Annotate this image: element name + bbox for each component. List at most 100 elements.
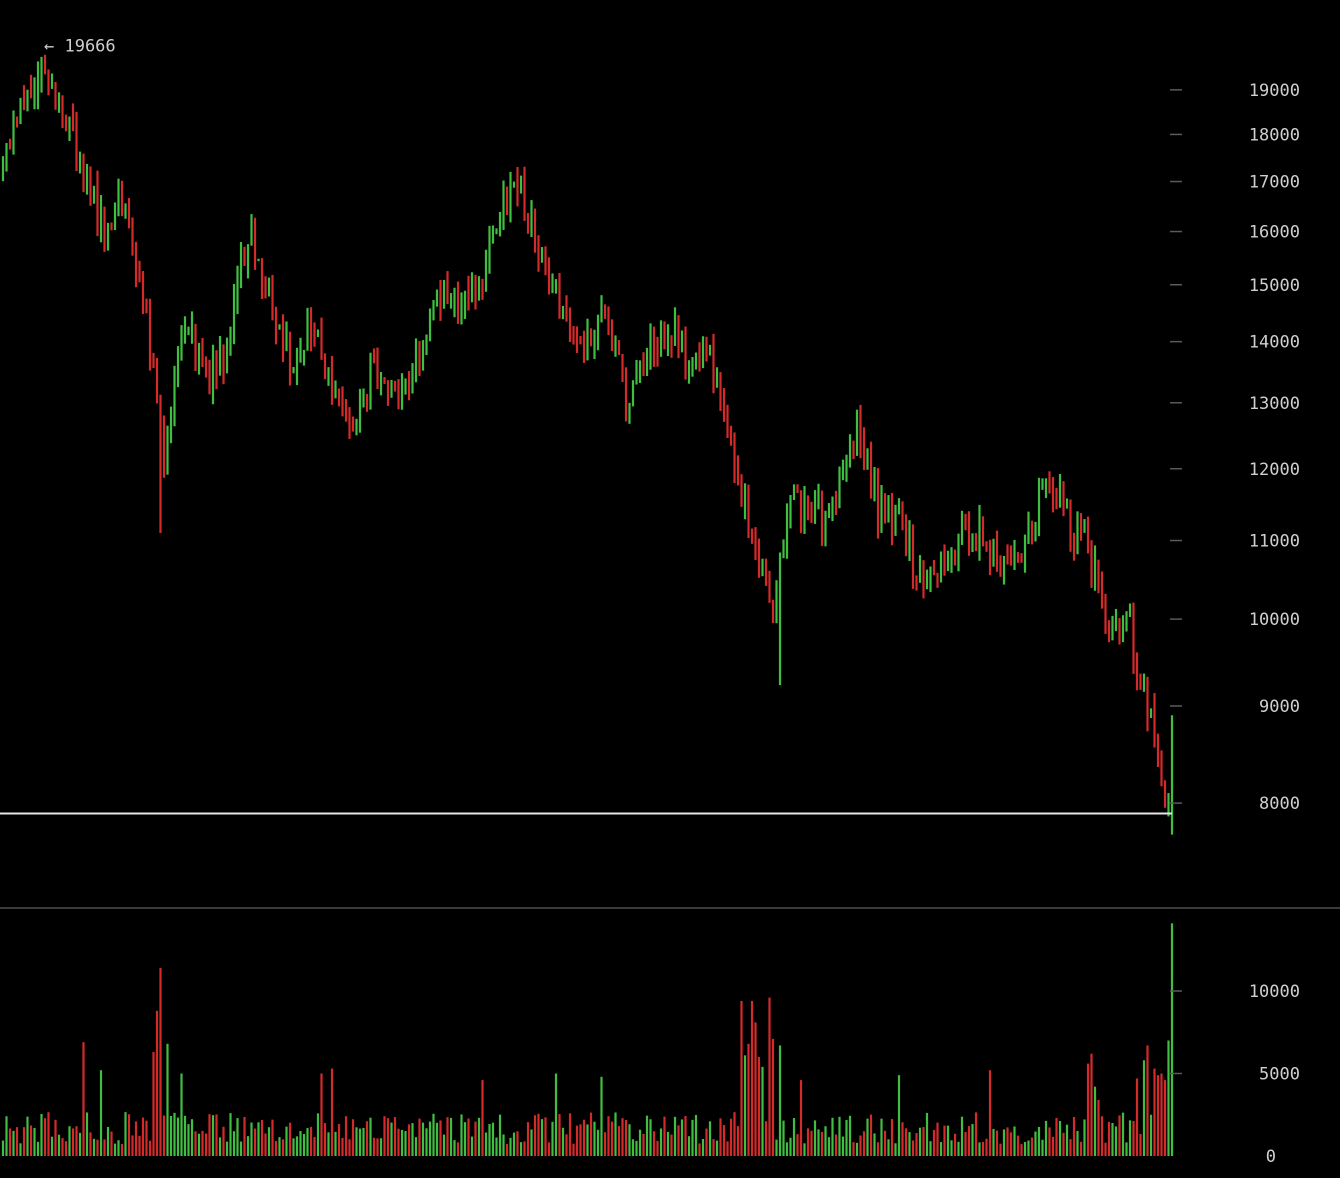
volume-bar [978,1142,981,1156]
volume-bar [110,1131,113,1156]
volume-bar [974,1112,978,1156]
volume-bar [264,1133,267,1156]
volume-bar [988,1070,992,1156]
volume-bar [1002,1129,1006,1156]
volume-bar [131,1135,134,1156]
volume-bar [362,1127,365,1156]
volume-bar [453,1140,456,1156]
volume-bar [708,1121,712,1156]
volume-tick-label: 10000 [1249,982,1300,1002]
volume-bar [383,1116,386,1156]
volume-bar [911,1140,915,1156]
volume-bar [505,1144,509,1156]
volume-bar [516,1131,519,1156]
price-tick-label: 19000 [1249,81,1300,101]
volume-bar [404,1131,407,1156]
volume-bar [456,1142,460,1156]
volume-bar [1135,1078,1139,1156]
volume-bar [901,1122,904,1156]
volume-bar [607,1116,610,1156]
volume-bar [722,1125,726,1156]
volume-bar [817,1129,820,1156]
volume-bar [740,1000,743,1156]
volume-bar [257,1122,260,1156]
volume-bar [474,1121,477,1156]
volume-tick-label: 5000 [1259,1065,1300,1085]
volume-bar [568,1113,572,1156]
volume-bar [208,1114,211,1156]
volume-bar [344,1116,348,1156]
volume-bar [995,1130,999,1156]
price-tick-label: 10000 [1249,610,1300,630]
volume-bar [848,1115,852,1156]
volume-bar [1093,1086,1097,1156]
volume-bar [1100,1116,1104,1156]
volume-bar [1,1140,5,1156]
volume-bar [656,1140,659,1156]
volume-bar [890,1119,894,1156]
volume-bar [904,1128,908,1156]
volume-bar [915,1133,918,1156]
volume-bar [355,1127,358,1156]
volume-bar [1006,1127,1009,1156]
volume-bar [827,1137,831,1156]
volume-bar [253,1128,257,1156]
high-annotation: ← 19666 [44,36,116,56]
volume-bar [694,1114,698,1156]
volume-bar [5,1116,8,1156]
volume-bar [1163,1080,1167,1156]
volume-bar [803,1143,806,1156]
volume-bar [1139,1133,1142,1156]
volume-bar [22,1127,26,1156]
volume-bar [47,1112,50,1156]
volume-bar [271,1119,274,1156]
volume-bar [449,1117,453,1156]
volume-bar [614,1112,617,1156]
volume-bar [999,1143,1002,1156]
volume-bar [670,1134,673,1156]
volume-bar [40,1114,43,1156]
volume-bar [838,1116,841,1156]
volume-bar [1167,1040,1170,1156]
volume-bar [337,1124,341,1156]
volume-bar [778,1045,782,1156]
volume-bar [950,1140,953,1156]
volume-bar [747,1043,750,1156]
volume-bar [677,1125,680,1156]
volume-bar [232,1131,236,1156]
volume-bars [1,923,1174,1156]
volume-bar [544,1117,547,1156]
volume-bar [250,1122,253,1156]
volume-bar [565,1134,568,1156]
volume-bar [1051,1136,1055,1156]
volume-bar [960,1116,964,1156]
volume-bar [218,1137,222,1156]
volume-bar [582,1119,586,1156]
price-tick-label: 8000 [1259,794,1300,814]
volume-bar [99,1070,103,1156]
volume-bar [502,1134,505,1156]
volume-bar [1023,1141,1027,1156]
volume-bar [495,1137,498,1156]
volume-bar [663,1116,666,1156]
volume-bar [124,1112,127,1156]
volume-bar [1146,1045,1149,1156]
volume-bar [138,1135,141,1156]
volume-bar [421,1122,425,1156]
volume-bar [943,1125,946,1156]
volume-bar [292,1138,295,1156]
volume-bar [985,1138,988,1156]
volume-bar [306,1128,309,1156]
volume-bar [530,1129,533,1156]
volume-bar [743,1055,747,1156]
volume-bar [320,1073,323,1156]
volume-bar [162,1115,166,1156]
volume-bar [169,1115,173,1156]
volume-bar [1121,1112,1125,1156]
volume-bar [540,1119,544,1156]
volume-bar [526,1122,530,1156]
volume-bar [859,1135,862,1156]
